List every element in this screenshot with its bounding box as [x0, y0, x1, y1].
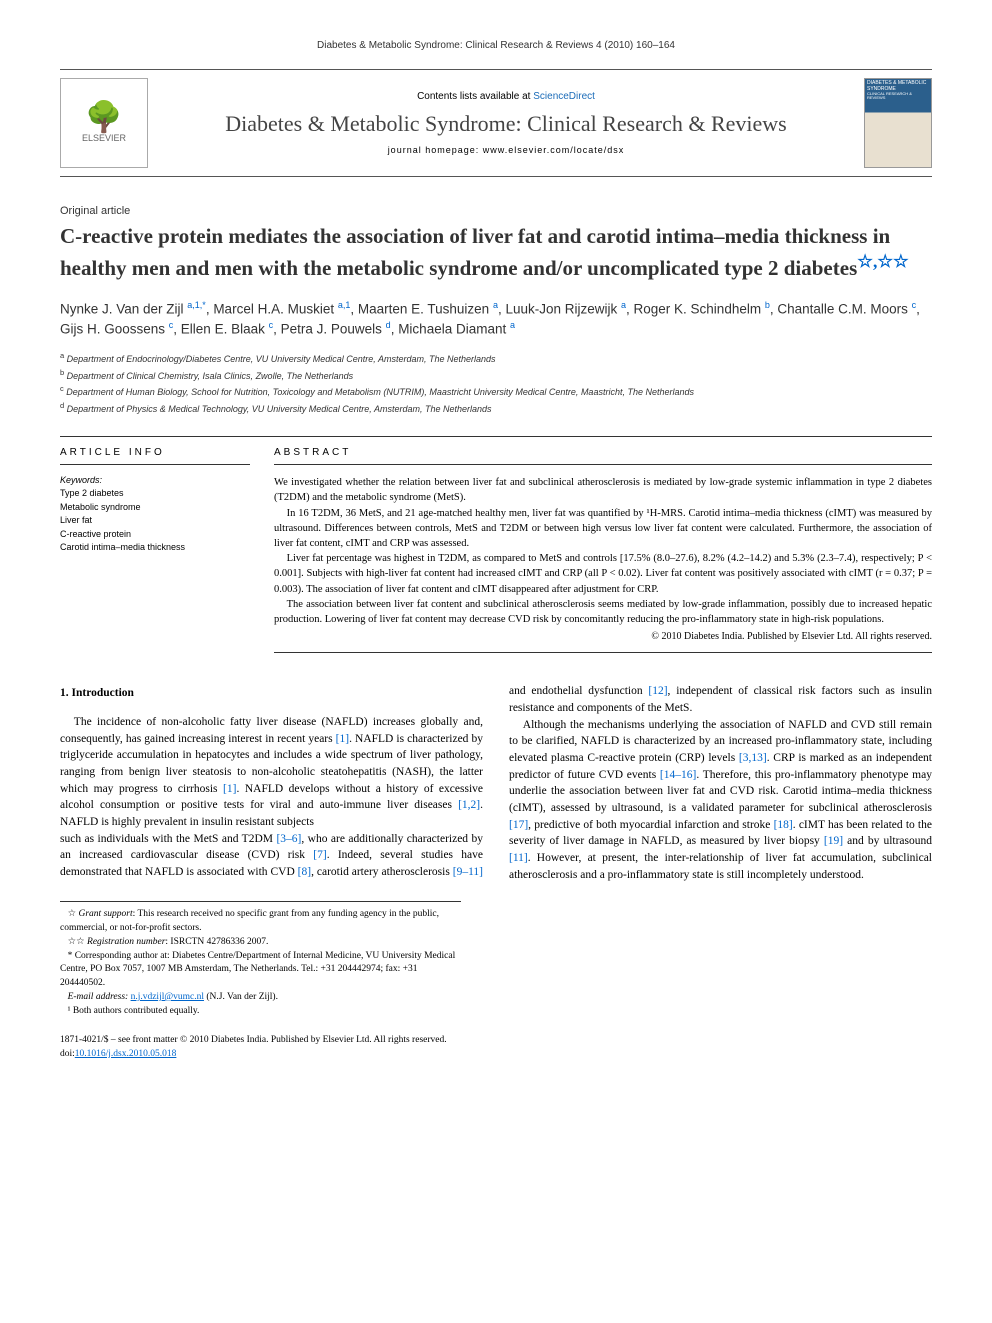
- keyword: Metabolic syndrome: [60, 501, 250, 515]
- footnote-email: E-mail address: n.j.vdzijl@vumc.nl (N.J.…: [60, 991, 461, 1005]
- sciencedirect-link[interactable]: ScienceDirect: [533, 91, 595, 102]
- publisher-name: ELSEVIER: [82, 133, 126, 143]
- keyword: Liver fat: [60, 514, 250, 528]
- title-footnote-markers: ☆,☆☆: [857, 251, 908, 271]
- footnotes: ☆ Grant support: This research received …: [60, 901, 461, 1018]
- citation-ref[interactable]: [1]: [223, 783, 236, 795]
- abstract-body: We investigated whether the relation bet…: [274, 475, 932, 627]
- journal-name: Diabetes & Metabolic Syndrome: Clinical …: [160, 110, 852, 138]
- citation-ref[interactable]: [3,13]: [739, 752, 767, 764]
- abstract-paragraph: In 16 T2DM, 36 MetS, and 21 age-matched …: [274, 506, 932, 552]
- body-columns: 1. Introduction The incidence of non-alc…: [60, 683, 932, 883]
- footnote-equal-contribution: ¹ Both authors contributed equally.: [60, 1005, 461, 1019]
- affiliation-line: d Department of Physics & Medical Techno…: [60, 400, 932, 417]
- affiliation-line: a Department of Endocrinology/Diabetes C…: [60, 350, 932, 367]
- body-paragraph: The incidence of non-alcoholic fatty liv…: [60, 714, 483, 831]
- journal-cover-thumbnail: DIABETES & METABOLIC SYNDROME CLINICAL R…: [864, 78, 932, 168]
- email-link[interactable]: n.j.vdzijl@vumc.nl: [131, 992, 204, 1002]
- front-matter-line: 1871-4021/$ – see front matter © 2010 Di…: [60, 1034, 932, 1047]
- footnote-grant: ☆ Grant support: This research received …: [60, 908, 461, 936]
- contents-available: Contents lists available at ScienceDirec…: [160, 91, 852, 102]
- citation-ref[interactable]: [9–11]: [453, 866, 483, 878]
- journal-masthead: 🌳 ELSEVIER Contents lists available at S…: [60, 69, 932, 177]
- article-info-panel: ARTICLE INFO Keywords: Type 2 diabetesMe…: [60, 437, 250, 653]
- abstract-copyright: © 2010 Diabetes India. Published by Else…: [274, 631, 932, 642]
- doi-link[interactable]: 10.1016/j.dsx.2010.05.018: [75, 1049, 177, 1059]
- title-text: C-reactive protein mediates the associat…: [60, 224, 890, 280]
- citation-ref[interactable]: [1,2]: [458, 799, 480, 811]
- body-paragraph: Although the mechanisms underlying the a…: [509, 717, 932, 884]
- keyword: C-reactive protein: [60, 528, 250, 542]
- keyword: Carotid intima–media thickness: [60, 541, 250, 555]
- journal-homepage-line: journal homepage: www.elsevier.com/locat…: [160, 145, 852, 155]
- citation-ref[interactable]: [3–6]: [276, 833, 301, 845]
- email-label: E-mail address:: [68, 992, 131, 1002]
- article-info-head: ARTICLE INFO: [60, 447, 250, 465]
- citation-ref[interactable]: [8]: [298, 866, 311, 878]
- homepage-url: www.elsevier.com/locate/dsx: [483, 145, 625, 155]
- running-head: Diabetes & Metabolic Syndrome: Clinical …: [60, 40, 932, 51]
- info-abstract-block: ARTICLE INFO Keywords: Type 2 diabetesMe…: [60, 436, 932, 653]
- affiliation-line: b Department of Clinical Chemistry, Isal…: [60, 367, 932, 384]
- citation-ref[interactable]: [18]: [774, 819, 793, 831]
- doi-line: doi:10.1016/j.dsx.2010.05.018: [60, 1048, 932, 1061]
- citation-ref[interactable]: [11]: [509, 852, 528, 864]
- article-title: C-reactive protein mediates the associat…: [60, 223, 932, 283]
- section-heading: 1. Introduction: [60, 685, 483, 702]
- contents-prefix: Contents lists available at: [417, 91, 533, 102]
- masthead-center: Contents lists available at ScienceDirec…: [160, 91, 852, 156]
- abstract-paragraph: We investigated whether the relation bet…: [274, 475, 932, 505]
- citation-ref[interactable]: [12]: [648, 685, 667, 697]
- doi-prefix: doi:: [60, 1049, 75, 1059]
- citation-ref[interactable]: [7]: [313, 849, 326, 861]
- affiliations: a Department of Endocrinology/Diabetes C…: [60, 350, 932, 416]
- keywords-label: Keywords:: [60, 475, 250, 485]
- abstract-bottom-rule: [274, 652, 932, 653]
- footnote-registration: ☆☆ Registration number: ISRCTN 42786336 …: [60, 936, 461, 950]
- citation-ref[interactable]: [1]: [336, 733, 349, 745]
- page-footer: 1871-4021/$ – see front matter © 2010 Di…: [60, 1034, 932, 1061]
- keyword: Type 2 diabetes: [60, 487, 250, 501]
- citation-ref[interactable]: [19]: [824, 835, 843, 847]
- abstract-head: ABSTRACT: [274, 447, 932, 465]
- elsevier-logo: 🌳 ELSEVIER: [60, 78, 148, 168]
- citation-ref[interactable]: [17]: [509, 819, 528, 831]
- homepage-prefix: journal homepage:: [388, 145, 483, 155]
- author-list: Nynke J. Van der Zijl a,1,*, Marcel H.A.…: [60, 299, 932, 341]
- citation-ref[interactable]: [14–16]: [660, 769, 696, 781]
- abstract-paragraph: The association between liver fat conten…: [274, 597, 932, 627]
- abstract-panel: ABSTRACT We investigated whether the rel…: [274, 437, 932, 653]
- article-type: Original article: [60, 205, 932, 217]
- footnote-corresponding: * Corresponding author at: Diabetes Cent…: [60, 950, 461, 991]
- keywords-list: Type 2 diabetesMetabolic syndromeLiver f…: [60, 487, 250, 555]
- cover-text-sub: CLINICAL RESEARCH & REVIEWS: [867, 92, 929, 101]
- affiliation-line: c Department of Human Biology, School fo…: [60, 383, 932, 400]
- tree-icon: 🌳: [85, 103, 122, 133]
- email-suffix: (N.J. Van der Zijl).: [204, 992, 278, 1002]
- abstract-paragraph: Liver fat percentage was highest in T2DM…: [274, 551, 932, 597]
